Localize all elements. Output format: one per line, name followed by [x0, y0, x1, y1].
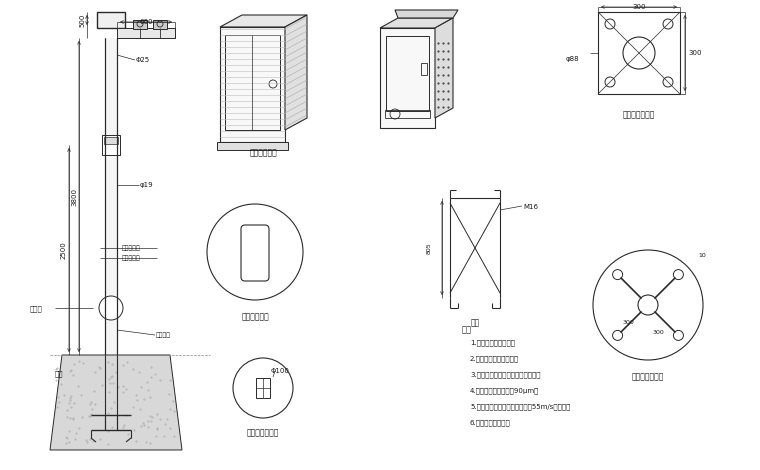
Bar	[104, 137, 118, 144]
Text: 说明: 说明	[462, 325, 472, 334]
Bar	[105, 38, 117, 355]
Polygon shape	[220, 15, 307, 27]
Text: 4.钢管镀锌锌层厚度为90μm。: 4.钢管镀锌锌层厚度为90μm。	[470, 387, 540, 393]
Bar	[102, 135, 120, 155]
Text: 防水箱放大图: 防水箱放大图	[249, 148, 277, 157]
Polygon shape	[435, 18, 453, 118]
Text: 桅机法兰放大图: 桅机法兰放大图	[247, 428, 279, 437]
Bar	[256, 378, 270, 398]
Circle shape	[252, 266, 258, 271]
Text: 10: 10	[698, 253, 706, 258]
Text: 底座法兰正视图: 底座法兰正视图	[622, 110, 655, 119]
Text: 底座法兰放大图: 底座法兰放大图	[632, 372, 664, 381]
Text: 2.上下法兰加强筋连接。: 2.上下法兰加强筋连接。	[470, 355, 519, 361]
Text: 3.喷涂后不再进行任何加工和焊接。: 3.喷涂后不再进行任何加工和焊接。	[470, 371, 540, 377]
Circle shape	[99, 296, 123, 320]
Text: 300: 300	[623, 320, 635, 325]
Text: 底座法兰: 底座法兰	[156, 332, 171, 337]
Polygon shape	[50, 355, 182, 450]
Text: 600: 600	[139, 19, 153, 25]
Text: φ19: φ19	[140, 182, 154, 188]
Text: 300: 300	[653, 330, 665, 335]
Bar	[217, 142, 288, 150]
Text: 地笼: 地笼	[55, 370, 64, 376]
Text: 2500: 2500	[61, 241, 67, 259]
Text: Φ25: Φ25	[136, 57, 150, 63]
Text: φ88: φ88	[566, 56, 580, 62]
Text: 300: 300	[632, 4, 646, 10]
Text: 300: 300	[688, 50, 701, 56]
Text: 500: 500	[79, 13, 85, 27]
Circle shape	[252, 234, 258, 238]
Text: 维修孔放大图: 维修孔放大图	[241, 312, 269, 321]
Text: 6.桅管、避雷针可拆: 6.桅管、避雷针可拆	[470, 419, 511, 426]
Bar	[386, 36, 429, 111]
Text: 维修孔: 维修孔	[30, 305, 43, 312]
Bar	[97, 12, 125, 28]
Text: 下段喷色漆: 下段喷色漆	[122, 255, 141, 260]
Text: 805: 805	[427, 242, 432, 254]
Text: M16: M16	[523, 204, 538, 210]
Polygon shape	[395, 10, 458, 18]
Bar	[133, 20, 147, 29]
Polygon shape	[380, 18, 453, 28]
Text: 3800: 3800	[71, 188, 77, 205]
Polygon shape	[285, 15, 307, 130]
Bar	[598, 12, 680, 94]
Text: Φ100: Φ100	[271, 368, 290, 374]
FancyBboxPatch shape	[241, 225, 269, 281]
Bar	[421, 63, 427, 75]
Text: 上段喷色漆: 上段喷色漆	[122, 245, 141, 251]
Bar	[225, 35, 280, 130]
Text: 地笼: 地笼	[470, 318, 480, 327]
Bar	[380, 28, 435, 128]
Text: 1.主干为国标镀锌管。: 1.主干为国标镀锌管。	[470, 339, 515, 345]
Bar	[153, 20, 167, 29]
Bar	[385, 110, 430, 118]
Bar	[117, 28, 175, 38]
Text: 5.立杆、横臂和其它部件应能抗55m/s的风速。: 5.立杆、横臂和其它部件应能抗55m/s的风速。	[470, 403, 570, 410]
Bar	[220, 27, 285, 142]
